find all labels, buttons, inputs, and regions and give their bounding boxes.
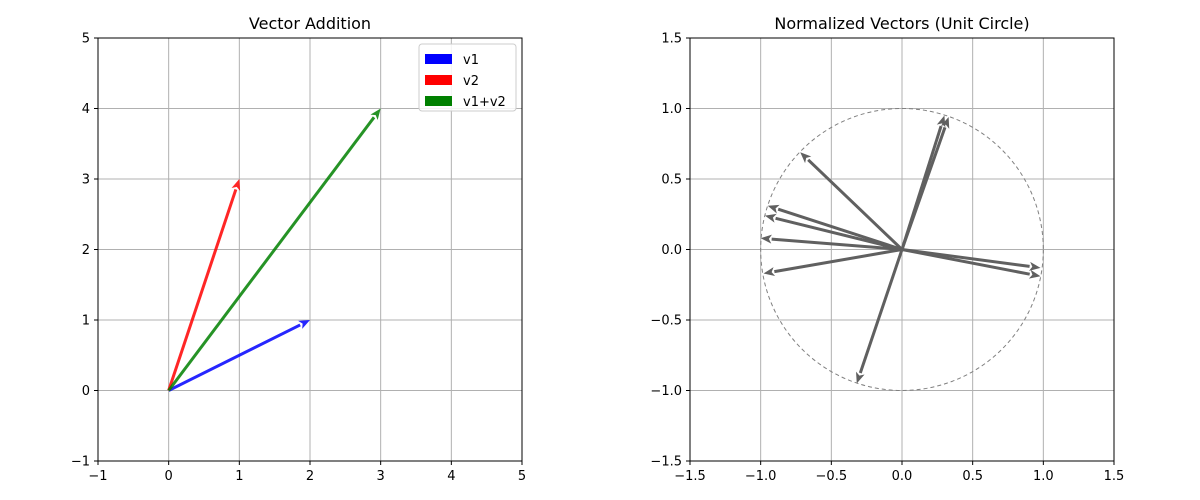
y-tick-label: 1.5 [661,32,682,47]
legend-swatch [425,96,452,106]
vector-arrow-v1+v2 [167,108,381,392]
y-tick-label: −1.0 [650,384,682,399]
normalized-vector-arrow [764,213,903,251]
x-tick-label: 0.0 [892,469,913,484]
vector-arrow-v2 [167,179,241,391]
chart-title: Normalized Vectors (Unit Circle) [774,14,1029,33]
legend-label: v1+v2 [463,95,506,110]
x-tick-label: 0.5 [962,469,983,484]
y-tick-label: 0 [82,384,90,399]
x-tick-label: −1.0 [745,469,777,484]
legend-label: v1 [463,53,479,68]
x-tick-label: −1.5 [674,469,706,484]
legend-swatch [425,75,452,85]
legend: v1 v2 v1+v2 [418,43,517,112]
y-tick-label: 0.5 [661,173,682,188]
legend-label: v2 [463,74,479,89]
y-tick-label: −1 [71,455,90,470]
vector-addition-panel: −1 0 1 2 3 4 5 −1 0 1 2 3 4 5 Vector Addition v1 v2 v1+v2 [71,14,526,484]
x-tick-label: 3 [377,469,385,484]
normalized-vector-arrow [760,234,903,251]
y-tick-label: 2 [82,243,90,258]
y-tick-label: 4 [82,102,90,117]
x-tick-label: −0.5 [816,469,848,484]
chart-title: Vector Addition [249,14,371,33]
x-tick-label: 5 [518,469,526,484]
x-tick-label: 1.5 [1104,469,1125,484]
normalized-vector-arrow [800,152,904,251]
y-tick-label: 0.0 [661,243,682,258]
x-tick-label: 1 [235,469,243,484]
x-tick-label: 2 [306,469,314,484]
y-tick-label: 5 [82,32,90,47]
x-tick-label: −1 [88,469,107,484]
x-tick-label: 0 [165,469,173,484]
vector-arrow-v1 [167,320,310,392]
normalized-vector-arrow [900,116,950,250]
y-tick-label: 1.0 [661,102,682,117]
x-tick-label: 4 [447,469,455,484]
legend-swatch [425,54,452,64]
unit-circle [760,108,1044,391]
normalized-vector-arrow [767,204,903,251]
y-tick-label: −0.5 [650,314,682,329]
y-tick-label: 3 [82,173,90,188]
normalized-vector-arrow [763,248,903,277]
y-tick-label: −1.5 [650,455,682,470]
y-tick-label: 1 [82,314,90,329]
x-tick-label: 1.0 [1033,469,1054,484]
normalized-vector-arrow [856,249,904,384]
normalized-vectors-panel: −1.5 −1.0 −0.5 0.0 0.5 1.0 1.5 −1.5 −1.0 −0.5 0.0 0… [650,14,1124,484]
normalized-vector-arrow [901,248,1041,279]
